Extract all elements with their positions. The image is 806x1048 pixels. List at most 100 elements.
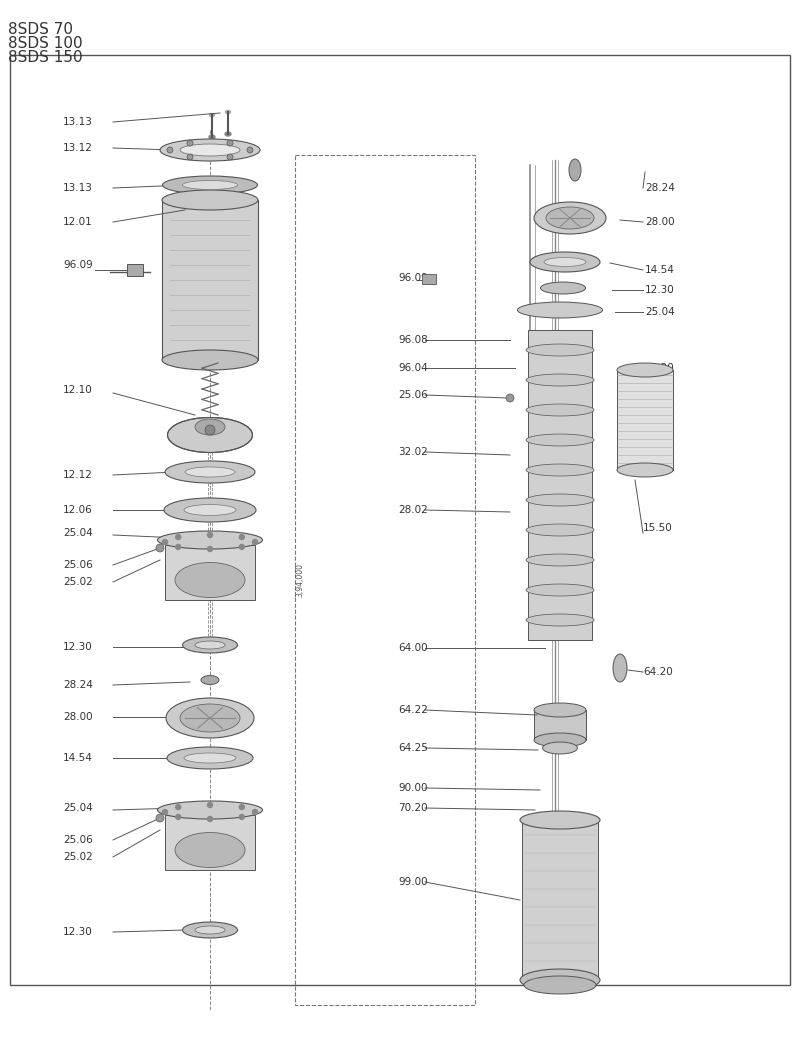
Text: 8SDS 100: 8SDS 100 [8,36,83,51]
Ellipse shape [163,176,257,194]
Circle shape [247,147,253,153]
Ellipse shape [160,139,260,161]
Circle shape [205,425,215,435]
Text: 96.08: 96.08 [398,335,428,345]
Ellipse shape [182,180,238,190]
Ellipse shape [534,703,586,717]
Text: 96.04: 96.04 [398,363,428,373]
Bar [528,330,592,640]
Circle shape [163,809,168,814]
Text: 25.06: 25.06 [63,835,93,845]
Text: 15.20: 15.20 [645,363,675,373]
Bar [165,545,255,601]
Circle shape [187,140,193,146]
Ellipse shape [526,524,594,536]
Text: 28.00: 28.00 [645,217,675,227]
Text: 13.13: 13.13 [63,117,93,127]
Circle shape [252,540,257,545]
Circle shape [207,803,213,808]
Circle shape [156,814,164,822]
Ellipse shape [162,190,258,210]
Ellipse shape [209,135,215,139]
Bar [10,54,790,985]
Ellipse shape [530,252,600,272]
Circle shape [207,816,213,822]
Circle shape [239,814,244,820]
Circle shape [176,814,181,820]
Ellipse shape [185,467,235,477]
Ellipse shape [226,110,231,113]
Ellipse shape [526,614,594,626]
Ellipse shape [617,363,673,377]
Circle shape [163,540,168,545]
Ellipse shape [520,969,600,991]
Bar [422,274,436,284]
Text: 12.06: 12.06 [63,505,93,515]
Ellipse shape [195,419,225,435]
Text: 64.00: 64.00 [398,643,428,653]
Ellipse shape [526,434,594,446]
Ellipse shape [182,922,238,938]
Ellipse shape [541,282,585,294]
Ellipse shape [542,742,578,754]
Ellipse shape [175,832,245,868]
Ellipse shape [526,374,594,386]
Ellipse shape [526,494,594,506]
Circle shape [156,544,164,552]
Ellipse shape [225,132,231,136]
Ellipse shape [210,113,214,116]
Text: 28.24: 28.24 [63,680,93,690]
Ellipse shape [166,698,254,738]
Ellipse shape [201,676,219,684]
Ellipse shape [157,801,263,818]
Text: 25.04: 25.04 [63,803,93,813]
Circle shape [239,545,244,549]
Circle shape [176,534,181,540]
Text: 14.54: 14.54 [645,265,675,275]
Ellipse shape [520,811,600,829]
Text: 8SDS 150: 8SDS 150 [8,50,83,65]
Ellipse shape [517,302,603,318]
Text: 64.25: 64.25 [398,743,428,754]
Circle shape [252,809,257,814]
Bar [127,264,143,276]
Text: 12.30: 12.30 [63,927,93,937]
Text: 25.02: 25.02 [63,852,93,863]
Ellipse shape [184,754,236,763]
Ellipse shape [157,531,263,549]
Text: 28.24: 28.24 [645,183,675,193]
Ellipse shape [175,563,245,597]
Ellipse shape [526,584,594,596]
Text: 25.04: 25.04 [645,307,675,316]
Text: 25.06: 25.06 [398,390,428,400]
Ellipse shape [544,258,586,266]
Ellipse shape [195,926,225,934]
Ellipse shape [534,733,586,747]
Circle shape [187,154,193,160]
Text: 8SDS 70: 8SDS 70 [8,22,73,37]
Ellipse shape [534,202,606,234]
Text: 15.50: 15.50 [643,523,673,533]
Ellipse shape [569,159,581,181]
Ellipse shape [165,461,255,483]
Text: 25.04: 25.04 [63,528,93,538]
Ellipse shape [524,976,596,994]
Ellipse shape [613,654,627,682]
Ellipse shape [526,403,594,416]
Text: 28.00: 28.00 [63,712,93,722]
Ellipse shape [162,350,258,370]
Text: 12.12: 12.12 [63,470,93,480]
Bar [522,820,598,980]
Bar [165,815,255,870]
Ellipse shape [180,704,240,732]
Ellipse shape [195,641,225,649]
Text: 13.13: 13.13 [63,183,93,193]
Text: 14.54: 14.54 [63,754,93,763]
Ellipse shape [182,637,238,653]
Ellipse shape [168,417,252,453]
Text: 12.30: 12.30 [63,642,93,652]
Text: 3,94,000: 3,94,000 [296,563,305,597]
Ellipse shape [546,208,594,230]
Text: 12.01: 12.01 [63,217,93,227]
Circle shape [176,545,181,549]
